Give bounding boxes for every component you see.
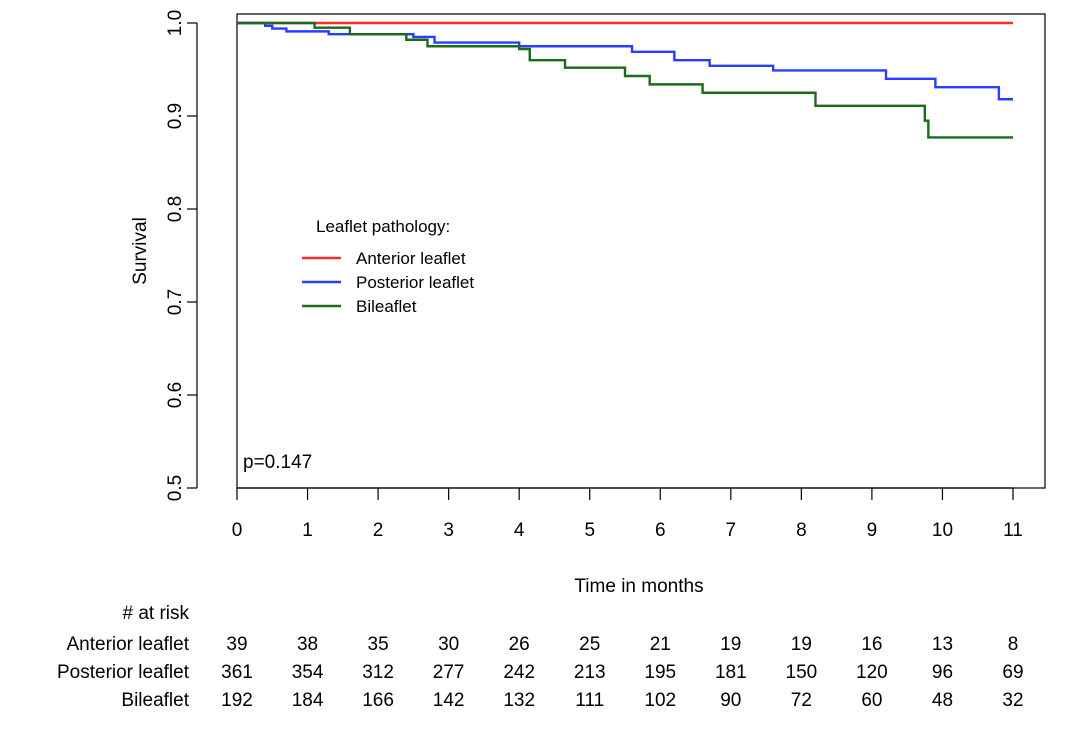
x-tick-label: 11 xyxy=(1003,520,1023,541)
risk-cell: 30 xyxy=(438,634,459,655)
y-tick-label: 0.9 xyxy=(165,103,186,129)
risk-row-label: Posterior leaflet xyxy=(57,662,190,683)
risk-cell: 242 xyxy=(503,662,535,683)
risk-cell: 354 xyxy=(292,662,324,683)
risk-cell: 102 xyxy=(644,690,676,711)
risk-cell: 39 xyxy=(226,634,247,655)
risk-cell: 35 xyxy=(368,634,389,655)
risk-cell: 26 xyxy=(509,634,530,655)
y-tick-label: 0.8 xyxy=(165,196,186,222)
x-tick-label: 10 xyxy=(932,520,953,541)
risk-cell: 60 xyxy=(861,690,882,711)
risk-cell: 96 xyxy=(932,662,953,683)
legend-entry-label: Anterior leaflet xyxy=(356,249,466,268)
risk-cell: 8 xyxy=(1008,634,1019,655)
legend-title: Leaflet pathology: xyxy=(316,217,450,236)
risk-cell: 361 xyxy=(221,662,253,683)
risk-cell: 69 xyxy=(1002,662,1023,683)
y-tick-label: 0.5 xyxy=(165,475,186,501)
risk-cell: 150 xyxy=(786,662,818,683)
risk-table: # at risk Anterior leaflet 39 38 35 30 26 25 21… xyxy=(57,603,1024,711)
risk-cell: 184 xyxy=(292,690,324,711)
x-axis-label: Time in months xyxy=(574,576,703,597)
legend-entry-label: Posterior leaflet xyxy=(356,273,474,292)
x-tick-label: 8 xyxy=(796,520,807,541)
risk-cell: 25 xyxy=(579,634,600,655)
risk-cell: 48 xyxy=(932,690,953,711)
x-tick-label: 0 xyxy=(232,520,243,541)
risk-cell: 166 xyxy=(362,690,394,711)
x-tick-label: 4 xyxy=(514,520,525,541)
risk-row-label: Bileaflet xyxy=(121,690,189,711)
risk-cell: 13 xyxy=(932,634,953,655)
x-tick-label: 3 xyxy=(443,520,454,541)
risk-cell: 111 xyxy=(575,690,604,711)
risk-cell: 16 xyxy=(861,634,882,655)
risk-cell: 142 xyxy=(433,690,465,711)
x-tick-label: 9 xyxy=(867,520,878,541)
risk-cell: 120 xyxy=(856,662,888,683)
risk-cell: 90 xyxy=(720,690,741,711)
risk-cell: 181 xyxy=(715,662,747,683)
risk-table-rows: Anterior leaflet 39 38 35 30 26 25 21 19 19 16 13 8 P… xyxy=(57,634,1024,711)
series-layer xyxy=(237,21,1013,139)
x-tick-label: 7 xyxy=(726,520,737,541)
risk-cell: 21 xyxy=(650,634,671,655)
x-tick-label: 1 xyxy=(302,520,313,541)
y-tick-label: 1.0 xyxy=(165,10,186,36)
series-line-3 xyxy=(237,21,1013,139)
legend-entries: Anterior leaflet Posterior leaflet Bileafl… xyxy=(302,249,474,316)
series-line-2 xyxy=(237,21,1013,101)
x-axis: 0 1 2 3 4 5 6 7 8 9 10 11 xyxy=(232,487,1023,541)
x-tick-label: 6 xyxy=(655,520,666,541)
y-tick-label: 0.7 xyxy=(165,289,186,315)
risk-cell: 213 xyxy=(574,662,606,683)
x-tick-label: 2 xyxy=(373,520,384,541)
risk-cell: 277 xyxy=(433,662,465,683)
x-tick-label: 5 xyxy=(584,520,595,541)
risk-cell: 72 xyxy=(791,690,812,711)
risk-cell: 32 xyxy=(1002,690,1023,711)
risk-row-label: Anterior leaflet xyxy=(66,634,189,655)
legend: Leaflet pathology: Anterior leaflet Poste… xyxy=(302,217,474,316)
p-value-annotation: p=0.147 xyxy=(243,452,312,473)
risk-cell: 312 xyxy=(362,662,394,683)
y-axis: 0.5 0.6 0.7 0.8 0.9 1.0 xyxy=(165,10,198,501)
risk-cell: 192 xyxy=(221,690,253,711)
risk-cell: 19 xyxy=(791,634,812,655)
risk-cell: 38 xyxy=(297,634,318,655)
legend-entry-label: Bileaflet xyxy=(356,297,417,316)
risk-cell: 132 xyxy=(503,690,535,711)
risk-cell: 195 xyxy=(644,662,676,683)
risk-table-header: # at risk xyxy=(122,603,189,624)
y-axis-label: Survival xyxy=(130,217,151,285)
y-tick-label: 0.6 xyxy=(165,382,186,408)
risk-cell: 19 xyxy=(720,634,741,655)
